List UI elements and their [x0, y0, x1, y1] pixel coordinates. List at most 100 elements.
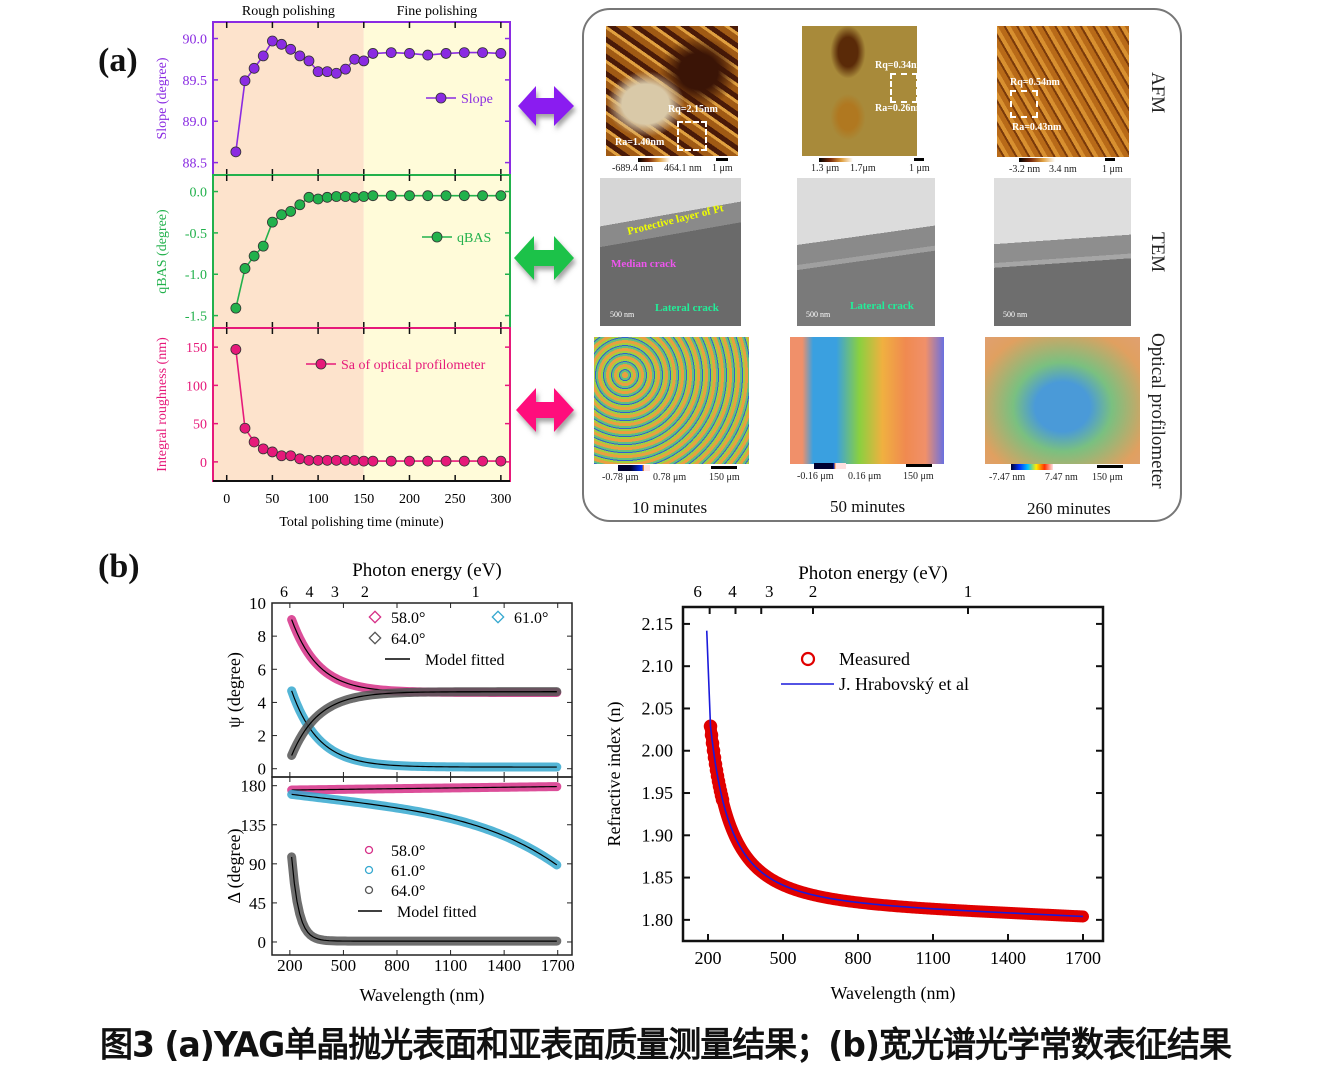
y-tick-label: 0 [258, 760, 267, 779]
legend-marker [368, 610, 382, 624]
data-point [321, 454, 333, 466]
afm-image-50min [802, 26, 917, 156]
data-point [248, 436, 260, 448]
polishing-chart: Rough polishing Fine polishing 88.5 89.0 89.… [155, 4, 511, 530]
data-point [294, 199, 306, 211]
data-point [321, 66, 333, 78]
y-tick-label: 2.00 [642, 741, 674, 761]
data-point [495, 190, 507, 202]
time-label-50: 50 minutes [830, 497, 906, 516]
data-point [239, 263, 251, 274]
y-tick-label: 1.80 [642, 910, 674, 930]
data-point [358, 455, 370, 467]
tem-image-50min [797, 178, 935, 326]
data-point [285, 450, 297, 462]
data-point [495, 48, 507, 59]
data-point [385, 455, 397, 467]
afm-roi-box [1010, 90, 1038, 118]
top-tick-label: 2 [809, 582, 818, 601]
profilometer-colorbar [618, 465, 650, 471]
profilometer-image-50min [790, 337, 944, 464]
data-point [312, 66, 324, 78]
afm-rq-label: Rq=0.34nm [875, 60, 925, 71]
legend-marker [491, 610, 505, 624]
time-label-10: 10 minutes [632, 498, 708, 517]
top-tick-label: 6 [280, 584, 288, 601]
afm-max: 1.7μm [850, 163, 876, 174]
data-point [257, 240, 269, 252]
y-axis-label: Refractive index (n) [604, 702, 625, 847]
data-point [303, 191, 315, 203]
y-axis-label: ψ (degree) [224, 652, 245, 728]
data-point [276, 38, 287, 50]
x-tick-label: 300 [490, 492, 511, 507]
y-tick-label: 0 [258, 933, 267, 952]
data-point [349, 53, 361, 65]
profilometer-max: 0.78 μm [653, 472, 687, 483]
legend-label: 61.0° [514, 610, 548, 627]
legend-label: Measured [839, 649, 910, 669]
data-point [358, 55, 370, 67]
afm-min: -689.4 nm [612, 163, 654, 174]
legend-label: Model fitted [397, 904, 477, 921]
y-tick-label: 4 [258, 693, 267, 712]
profilometer-scale: 150 μm [903, 471, 934, 482]
y-tick-label: 89.0 [183, 115, 208, 130]
row-label-tem: TEM [1147, 232, 1168, 273]
y-tick-label: 1.85 [642, 868, 674, 888]
legend-marker [364, 865, 374, 875]
data-point [330, 191, 342, 202]
y-tick-label: 2 [258, 727, 267, 746]
afm-max: 3.4 nm [1049, 164, 1077, 175]
y-tick-label: 1.90 [642, 825, 674, 845]
data-point [458, 190, 470, 202]
connector-arrows [514, 86, 574, 432]
profilometer-max: 0.16 μm [848, 471, 882, 482]
x-tick-label: 250 [445, 492, 466, 507]
x-tick-label: 200 [277, 956, 303, 975]
data-point [495, 455, 507, 467]
tem-image-10min [600, 178, 741, 326]
plot-frame [271, 776, 573, 956]
legend-label: 64.0° [391, 631, 425, 648]
tem-median-label: Median crack [611, 258, 677, 270]
top-tick-label: 6 [693, 582, 702, 601]
measured-point [711, 774, 726, 789]
afm-rq-label: Rq=0.54nm [1010, 77, 1060, 88]
legend-marker [315, 358, 327, 370]
model-fit-line [291, 691, 557, 756]
y-tick-label: -1.0 [185, 268, 207, 283]
tem-scale: 500 nm [1003, 310, 1028, 319]
top-tick-label: 4 [728, 582, 737, 601]
y-tick-label: 90.0 [183, 33, 208, 48]
y-tick-label: 8 [258, 627, 267, 646]
afm-ra-label: Ra=0.26nm [875, 103, 925, 114]
y-tick-label: -1.5 [185, 310, 207, 325]
afm-ra-label: Ra=0.43nm [1012, 122, 1062, 133]
data-point [340, 63, 351, 75]
data-point [367, 455, 379, 467]
panel-b-label: (b) [98, 548, 140, 585]
data-point [367, 48, 379, 59]
data-point [385, 47, 397, 58]
legend-label: J. Hrabovský et al [839, 674, 969, 694]
x-tick-label: 0 [223, 492, 230, 507]
data-point [404, 48, 415, 59]
top-tick-label: 3 [765, 582, 774, 601]
afm-scale: 1 μm [909, 163, 930, 174]
y-tick-label: 2.05 [642, 698, 674, 718]
data-point [294, 453, 306, 465]
legend-marker [368, 631, 382, 645]
legend-label: 64.0° [391, 883, 425, 900]
afm-rq-label: Rq=2.15nm [668, 104, 718, 115]
y-tick-label: 50 [193, 418, 207, 433]
data-point [458, 47, 470, 58]
double-arrow-icon [518, 86, 574, 126]
data-point [367, 190, 379, 202]
afm-scale: 1 μm [712, 163, 733, 174]
profilometer-colorbar [814, 463, 846, 469]
scale-bar [906, 464, 932, 467]
x-tick-label: 1400 [487, 956, 521, 975]
data-point [321, 191, 333, 203]
afm-max: 464.1 nm [664, 163, 702, 174]
